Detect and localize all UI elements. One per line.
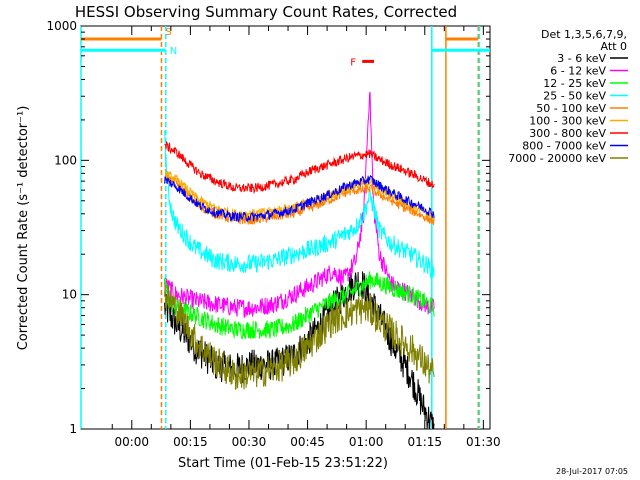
- legend-entry-label: 6 - 12 keV: [550, 65, 606, 78]
- series-line: [164, 130, 435, 279]
- series-line: [164, 271, 435, 340]
- legend-entry-label: 3 - 6 keV: [557, 52, 606, 65]
- y-tick-label: 100: [54, 153, 77, 167]
- generation-timestamp: 28-Jul-2017 07:05: [556, 467, 628, 476]
- legend-entry-label: 100 - 300 keV: [529, 115, 606, 128]
- x-tick-label: 00:15: [173, 435, 208, 449]
- x-tick-label: 00:00: [114, 435, 149, 449]
- flag-label: N: [170, 46, 177, 57]
- flag-bars: SN F: [81, 27, 490, 68]
- flag-label: S: [165, 27, 171, 38]
- series-line: [164, 174, 435, 223]
- plot-area: SNF 00:00 00:15 00:30 00:45 01:00 01:15 01:30 …: [46, 19, 500, 449]
- chart-title: HESSI Observing Summary Count Rates, Cor…: [75, 3, 457, 21]
- x-axis-ticks: 00:00 00:15 00:30 00:45 01:00 01:15 01:30: [111, 26, 501, 449]
- series-line: [164, 284, 435, 391]
- y-axis-ticks: 1 10 100 1000: [46, 19, 490, 436]
- x-tick-label: 01:30: [466, 435, 501, 449]
- series-lines: [164, 91, 435, 430]
- legend-entry-label: 7000 - 20000 keV: [508, 152, 606, 165]
- x-tick-label: 01:15: [407, 435, 442, 449]
- x-tick-label: 00:45: [290, 435, 325, 449]
- y-axis-label: Corrected Count Rate (s⁻¹ detector⁻¹): [16, 106, 31, 351]
- series-line: [164, 140, 435, 195]
- y-tick-label: 10: [62, 288, 77, 302]
- legend-entry-label: 25 - 50 keV: [543, 90, 606, 103]
- legend-entry-label: 300 - 800 keV: [529, 127, 606, 140]
- x-axis-label: Start Time (01-Feb-15 23:51:22): [178, 456, 388, 471]
- x-tick-label: 01:00: [349, 435, 384, 449]
- x-tick-label: 00:30: [232, 435, 267, 449]
- legend-entry-label: 12 - 25 keV: [543, 77, 606, 90]
- flag-label: F: [350, 57, 356, 68]
- legend-header-line-1: Det 1,3,5,6,7,9,: [541, 28, 627, 41]
- y-tick-label: 1: [69, 422, 77, 436]
- legend-entry-label: 800 - 7000 keV: [522, 140, 606, 153]
- series-line: [164, 91, 435, 318]
- y-tick-label: 1000: [46, 19, 77, 33]
- legend-entry-label: 50 - 100 keV: [536, 102, 606, 115]
- legend-header-line-2: Att 0: [601, 40, 627, 53]
